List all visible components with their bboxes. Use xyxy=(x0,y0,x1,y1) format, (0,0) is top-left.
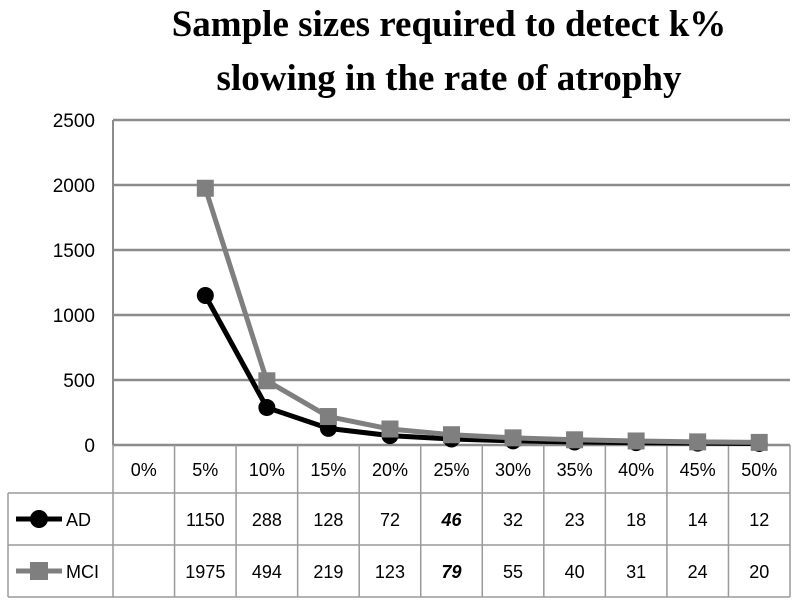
x-tick-label: 40% xyxy=(618,460,654,480)
data-point xyxy=(196,179,214,197)
x-tick-label: 15% xyxy=(310,460,346,480)
data-point xyxy=(319,408,337,426)
x-tick-label: 35% xyxy=(557,460,593,480)
data-label: 1975 xyxy=(185,562,225,582)
series-lines xyxy=(196,179,768,452)
y-tick-label: 1000 xyxy=(53,306,95,327)
y-tick-label: 2500 xyxy=(53,111,95,132)
legend-series-name: MCI xyxy=(66,562,99,582)
data-point xyxy=(196,287,214,304)
y-tick-label: 2000 xyxy=(53,176,95,197)
chart-title-line-2: slowing in the rate of atrophy xyxy=(217,58,682,99)
data-label: 24 xyxy=(688,562,708,582)
data-label: 79 xyxy=(441,562,461,582)
data-label: 40 xyxy=(565,562,585,582)
x-tick-label: 20% xyxy=(372,460,408,480)
data-label: 288 xyxy=(252,510,282,530)
data-label: 128 xyxy=(313,510,343,530)
data-point xyxy=(627,432,645,450)
x-tick-label: 0% xyxy=(131,460,157,480)
data-label: 32 xyxy=(503,510,523,530)
x-tick-label: 10% xyxy=(249,460,285,480)
data-point xyxy=(689,433,707,451)
x-tick-label: 30% xyxy=(495,460,531,480)
y-tick-label: 0 xyxy=(84,436,95,457)
data-label: 20 xyxy=(749,562,769,582)
data-point xyxy=(566,431,584,449)
data-label: 14 xyxy=(688,510,708,530)
data-point xyxy=(443,426,460,444)
y-axis-ticks: 0 500 1000 1500 2000 2500 xyxy=(53,111,95,457)
data-label: 494 xyxy=(252,562,282,582)
x-tick-label: 45% xyxy=(680,460,716,480)
data-label: 55 xyxy=(503,562,523,582)
data-point xyxy=(258,399,276,417)
data-point xyxy=(381,420,399,438)
data-label: 72 xyxy=(380,510,400,530)
data-label: 18 xyxy=(626,510,646,530)
data-label: 123 xyxy=(375,562,405,582)
data-label: 1150 xyxy=(186,510,225,530)
chart-title: Sample sizes required to detect k% slowi… xyxy=(172,4,727,99)
legend-key-marker-circle xyxy=(30,510,48,528)
data-point xyxy=(750,433,768,451)
legend-series-name: AD xyxy=(66,510,91,530)
series-line-mci xyxy=(202,187,760,445)
x-tick-label: 25% xyxy=(433,460,469,480)
series-line-ad xyxy=(203,294,760,446)
data-label: 23 xyxy=(565,510,585,530)
data-label: 219 xyxy=(313,562,343,582)
x-tick-label: 5% xyxy=(192,460,218,480)
data-label: 31 xyxy=(626,562,646,582)
y-tick-label: 1500 xyxy=(53,241,95,262)
gridlines xyxy=(112,118,790,447)
data-label: 46 xyxy=(440,510,462,530)
chart-title-line-1: Sample sizes required to detect k% xyxy=(172,4,727,45)
data-label: 12 xyxy=(749,510,769,530)
data-point xyxy=(258,372,276,390)
legend-key-marker-square xyxy=(30,562,48,580)
data-point xyxy=(504,429,522,447)
y-tick-label: 500 xyxy=(63,371,95,392)
x-tick-label: 50% xyxy=(741,460,777,480)
data-table: 0% 5% 10% 15% 20% 25% 30% 35% 40% 45% 50% AD 1150 288… xyxy=(7,445,791,598)
